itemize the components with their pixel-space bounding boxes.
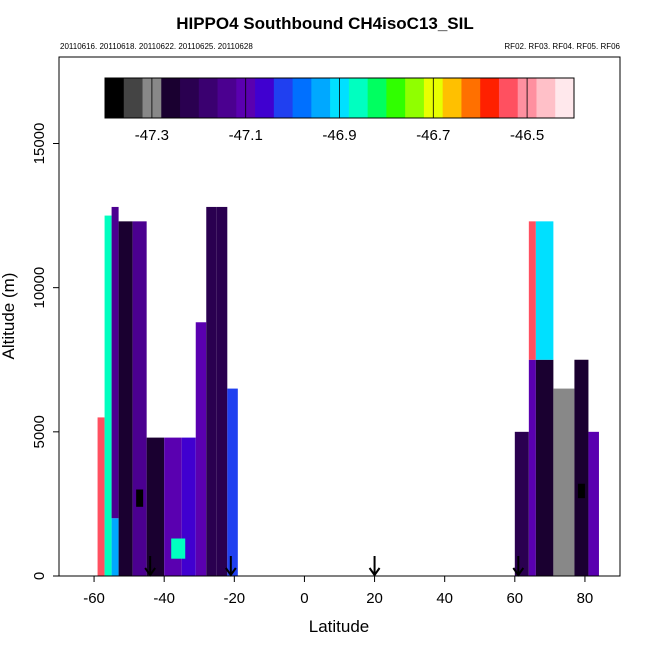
x-tick-label: -60 (83, 590, 105, 607)
colorbar-swatch (498, 78, 519, 118)
flight-arrow (368, 556, 381, 577)
colorbar-swatch (555, 78, 575, 118)
heatmap-cell (132, 221, 147, 576)
heatmap-cell (104, 215, 112, 577)
x-tick-label: 80 (577, 590, 594, 607)
colorbar-swatch (405, 78, 425, 118)
heatmap-cell (118, 221, 133, 576)
chart-title: HIPPO4 Southbound CH4isoC13_SIL (176, 14, 474, 33)
flight-arrow (512, 556, 525, 577)
heatmap-cell (535, 221, 554, 360)
colorbar: -47.3 -47.1 -46.9 -46.7 -46.5 (104, 77, 575, 144)
y-tick-label: 5000 (31, 415, 48, 448)
heatmap-cell (216, 206, 228, 576)
colorbar-swatch (180, 78, 200, 118)
colorbar-swatch (442, 78, 462, 118)
heatmap-cell (171, 538, 186, 559)
y-tick-label: 0 (31, 572, 48, 580)
colorbar-swatch (367, 78, 387, 118)
flight-dates: 20110616. 20110618. 20110622. 20110625. … (60, 42, 253, 51)
x-tick-label: 20 (366, 590, 383, 607)
heatmap-cell (588, 431, 599, 576)
heatmap-cells (97, 206, 599, 577)
heatmap-cell (97, 417, 105, 576)
plot-frame (58, 56, 621, 577)
colorbar-swatch (311, 78, 331, 118)
colorbar-swatch (386, 78, 406, 118)
heatmap-cell (181, 437, 196, 576)
heatmap-cell (535, 359, 554, 576)
heatmap-cell (577, 483, 585, 499)
heatmap-cell (528, 221, 536, 360)
y-tick-label: 15000 (31, 123, 48, 165)
heatmap-cell (227, 388, 238, 576)
x-axis-label: Latitude (309, 617, 370, 636)
colorbar-swatch (255, 78, 275, 118)
colorbar-swatch (536, 78, 556, 118)
colorbar-swatch (348, 78, 369, 118)
x-tick-label: -20 (223, 590, 245, 607)
colorbar-swatch (461, 78, 481, 118)
heatmap-cell (111, 518, 119, 576)
heatmap-cell (136, 489, 144, 507)
colorbar-tick-label: -47.3 (135, 127, 169, 144)
heatmap-cell (111, 206, 119, 519)
colorbar-swatch (161, 78, 181, 118)
x-tick-label: -40 (153, 590, 175, 607)
x-tick-label: 40 (436, 590, 453, 607)
colorbar-tick-label: -47.1 (229, 127, 263, 144)
y-axis-label: Altitude (m) (0, 273, 18, 360)
colorbar-swatch (480, 78, 500, 118)
colorbar-swatch (105, 78, 125, 118)
heatmap-cell (146, 437, 165, 576)
flight-ids: RF02. RF03. RF04. RF05. RF06 (504, 42, 620, 51)
flight-arrow (224, 556, 237, 577)
x-tick-label: 60 (506, 590, 523, 607)
colorbar-tick-label: -46.9 (322, 127, 356, 144)
heatmap-cell (553, 388, 575, 576)
heatmap-cell (514, 431, 529, 576)
flight-arrow (144, 556, 156, 577)
colorbar-tick-label: -46.5 (510, 127, 544, 144)
x-tick-label: 0 (300, 590, 308, 607)
colorbar-swatch (292, 78, 312, 118)
colorbar-swatch (217, 78, 237, 118)
colorbar-swatch (123, 78, 144, 118)
colorbar-swatch (273, 78, 294, 118)
x-axis: -60 -40 -20 0 20 40 60 80 (83, 576, 593, 607)
colorbar-swatch (198, 78, 219, 118)
y-tick-label: 10000 (31, 267, 48, 309)
heatmap-cell (574, 359, 589, 576)
heatmap-cell (195, 322, 207, 576)
heatmap-cell (528, 359, 536, 576)
flight-arrows (144, 556, 525, 577)
colorbar-tick-label: -46.7 (416, 127, 450, 144)
heatmap-cell (206, 206, 217, 576)
y-axis: 0 5000 10000 15000 (31, 123, 59, 580)
